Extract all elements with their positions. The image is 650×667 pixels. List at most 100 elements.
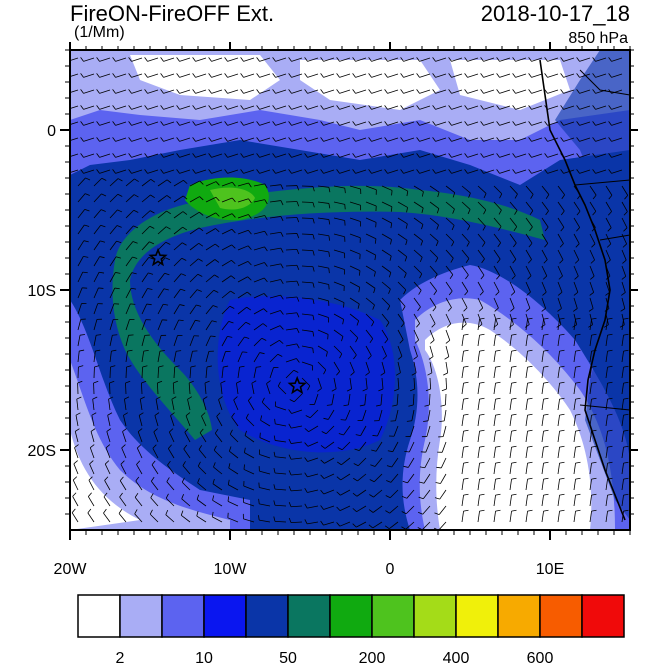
wind-barb [99,105,111,110]
wind-barb [477,399,480,411]
wind-barb-flag [197,273,203,277]
wind-barb-flag [243,447,246,453]
wind-barb-flag [433,290,438,296]
wind-barb [131,121,143,126]
wind-barb-flag [575,477,581,480]
wind-barb [381,313,390,323]
wind-barb [621,495,624,507]
wind-barb [205,196,217,203]
wind-barb [345,409,351,421]
wind-barb-flag [166,477,170,482]
wind-barb [339,73,351,78]
wind-barb [451,89,463,94]
wind-barb [579,137,591,142]
wind-barb [147,89,159,94]
wind-barb [237,306,247,315]
wind-barb-flag [419,257,423,263]
wind-barb [499,89,511,94]
wind-barb [365,361,370,373]
wind-barb-flag [259,352,265,355]
wind-barb [228,484,239,491]
wind-barb [269,231,281,235]
wind-barb-flag [495,317,501,320]
wind-barb [317,281,329,285]
wind-barb [106,431,111,443]
wind-barb-flag [215,196,220,202]
wind-barb [167,448,175,459]
wind-barb-flag [262,323,268,327]
wind-barb-flag [280,263,284,269]
wind-barb-flag [163,288,169,291]
wind-barb-flag [543,445,549,448]
wind-barb [595,73,607,78]
wind-barb [445,377,447,390]
wind-barb-flag [607,397,613,400]
wind-barb [183,448,191,459]
wind-barb-flag [528,89,532,94]
wind-barb [373,489,383,498]
wind-barb [477,233,486,243]
wind-barb [589,511,592,523]
wind-barb-flag [479,365,485,368]
wind-barb [251,383,255,395]
wind-barb-flag [353,477,358,482]
wind-barb [93,193,102,203]
wind-barb [157,226,167,235]
wind-barb [205,212,216,219]
wind-barb [389,505,399,514]
wind-barb-flag [362,388,368,392]
wind-barb [541,351,544,363]
wind-barb-flag [463,381,469,384]
wind-barb [579,105,591,110]
wind-barb-flag [199,180,204,185]
wind-barb-flag [400,153,404,158]
wind-barb-flag [149,225,155,229]
wind-barb [275,456,287,459]
wind-barb [605,217,612,228]
wind-barb [290,521,303,524]
wind-barb [196,499,207,507]
wind-barb [499,57,511,62]
wind-barb [76,399,79,411]
wind-barb [237,182,249,187]
wind-barb [221,228,233,235]
wind-barb [541,511,544,523]
wind-barb [103,496,111,507]
wind-barb-flag [196,494,200,500]
wind-barb-flag [117,178,123,182]
wind-barb [157,319,163,331]
wind-barb-flag [144,169,148,174]
wind-barb [227,137,239,142]
wind-barb-flag [352,492,358,497]
wind-barb [70,169,79,174]
wind-barb-flag [344,188,346,194]
wind-barb-flag [560,121,564,126]
wind-barb [211,73,223,78]
wind-barb [525,479,528,491]
wind-barb [77,209,86,219]
wind-barb [589,319,592,331]
colorbar-swatch [203,594,247,638]
wind-barb [355,169,367,174]
wind-barb-flag [572,308,578,312]
wind-barb-flag [212,305,218,308]
wind-barb [621,447,624,459]
wind-barb [541,319,544,331]
wind-barb-flag [304,169,308,174]
wind-barb [381,281,391,290]
wind-barb-flag [96,57,100,62]
colorbar-swatch [161,594,205,638]
wind-barb [355,153,367,158]
wind-barb-flag [495,445,501,448]
wind-barb-flag [150,493,154,498]
wind-barb-flag [174,365,180,368]
wind-barb [573,351,576,363]
wind-barb-flag [325,351,328,357]
wind-barb-flag [380,372,386,376]
wind-barb [407,473,415,484]
wind-barb-flag [559,259,564,264]
wind-barb-flag [320,169,324,174]
wind-barb [301,329,313,332]
wind-barb-flag [390,239,392,245]
wind-barb [611,169,623,174]
